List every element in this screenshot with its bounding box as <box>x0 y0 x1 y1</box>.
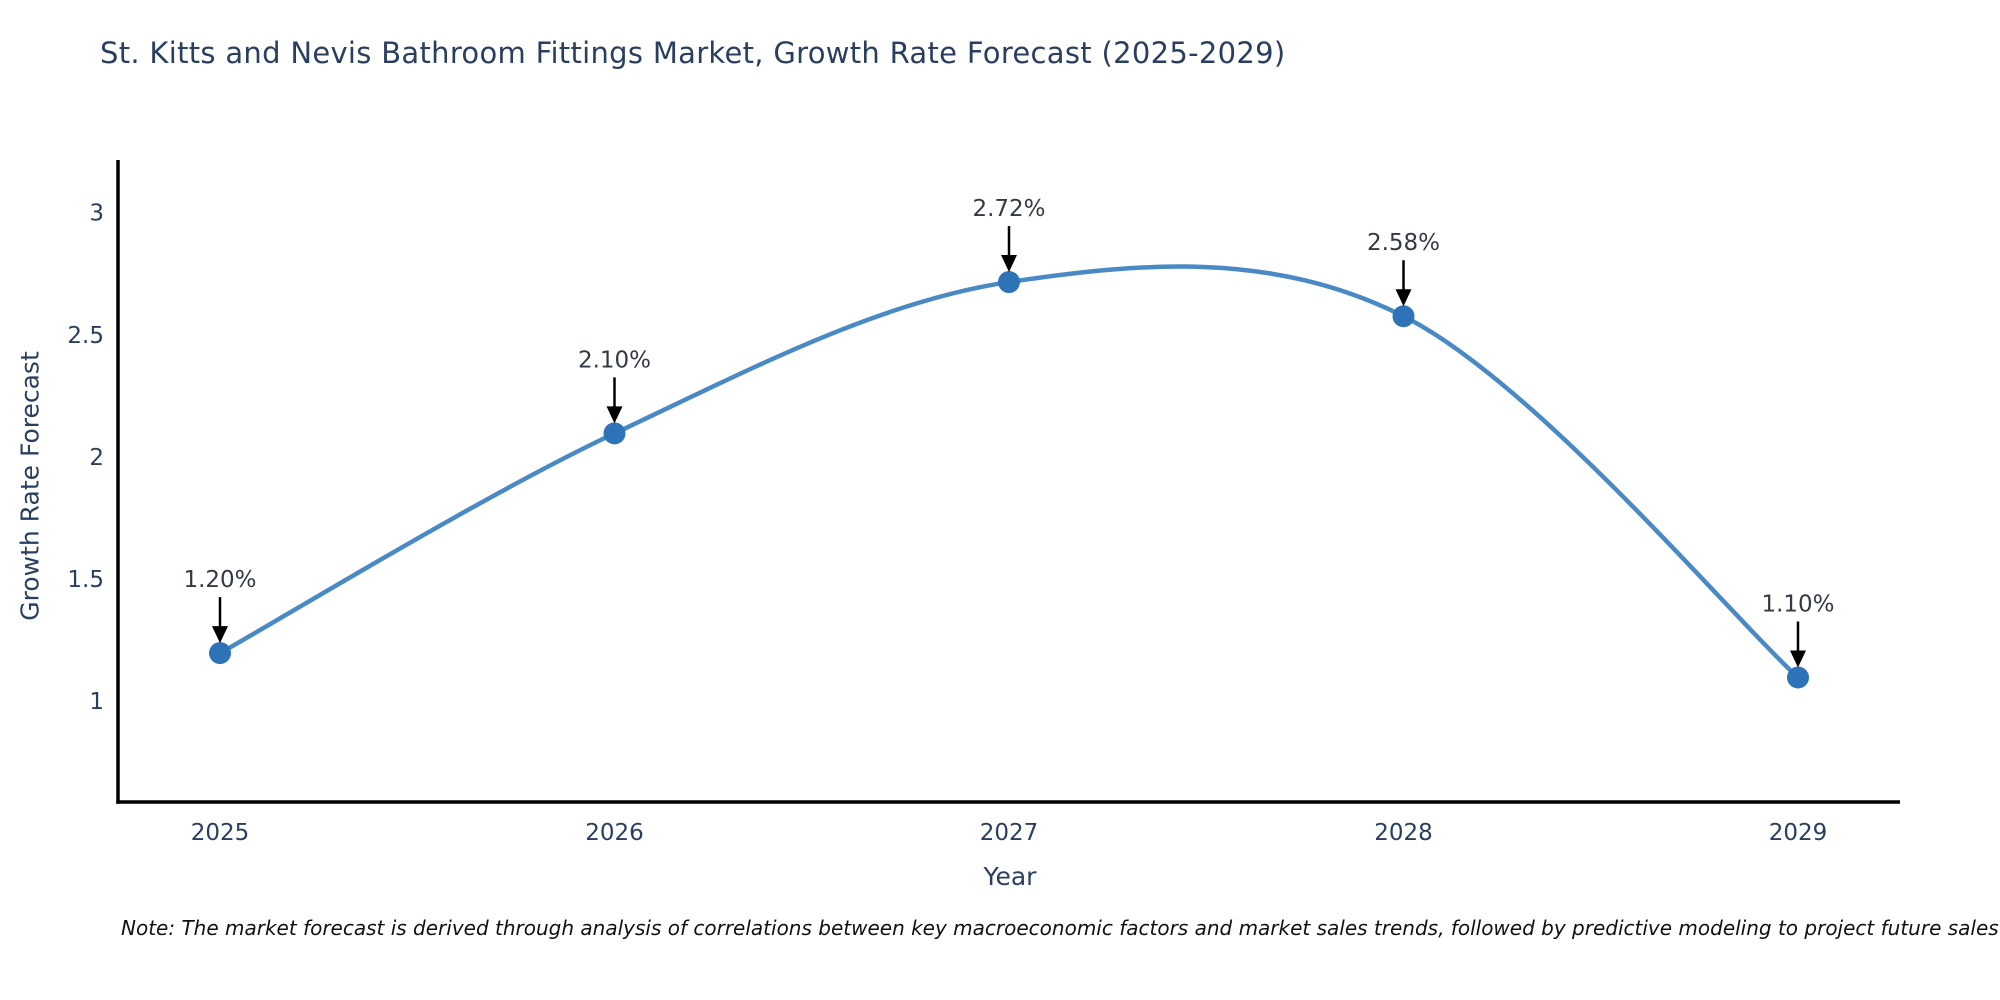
x-axis-title: Year <box>983 862 1037 891</box>
y-tick-label: 2.5 <box>67 323 104 349</box>
forecast-line <box>217 264 1801 680</box>
data-point-2028 <box>1392 305 1415 328</box>
y-tick-label: 1.5 <box>67 567 104 593</box>
annotation-arrowhead <box>606 406 623 424</box>
annotation-arrowhead <box>1395 289 1412 307</box>
x-tick-label: 2029 <box>1769 820 1828 846</box>
y-tick-label: 2 <box>89 445 104 471</box>
annotation-arrowhead <box>212 626 228 644</box>
annotation-arrowhead <box>1790 650 1806 668</box>
data-point-2026 <box>603 422 626 445</box>
data-point-label: 2.72% <box>972 196 1045 222</box>
data-point-2029 <box>1787 666 1809 689</box>
data-point-label: 1.10% <box>1761 592 1834 618</box>
x-tick-label: 2027 <box>980 820 1039 846</box>
data-point-2027 <box>998 271 1020 294</box>
chart-footnote: Note: The market forecast is derived thr… <box>121 916 1999 940</box>
x-tick-label: 2028 <box>1374 820 1433 846</box>
x-tick-label: 2025 <box>191 820 250 846</box>
data-point-2025 <box>209 642 231 665</box>
y-tick-label: 3 <box>89 201 104 227</box>
data-point-label: 2.58% <box>1367 230 1440 256</box>
data-point-label: 1.20% <box>183 567 256 593</box>
x-tick-label: 2026 <box>585 820 644 846</box>
annotation-arrowhead <box>1001 255 1017 273</box>
y-tick-label: 1 <box>89 689 104 715</box>
chart-title: St. Kitts and Nevis Bathroom Fittings Ma… <box>100 36 1286 70</box>
data-point-label: 2.10% <box>578 347 651 373</box>
